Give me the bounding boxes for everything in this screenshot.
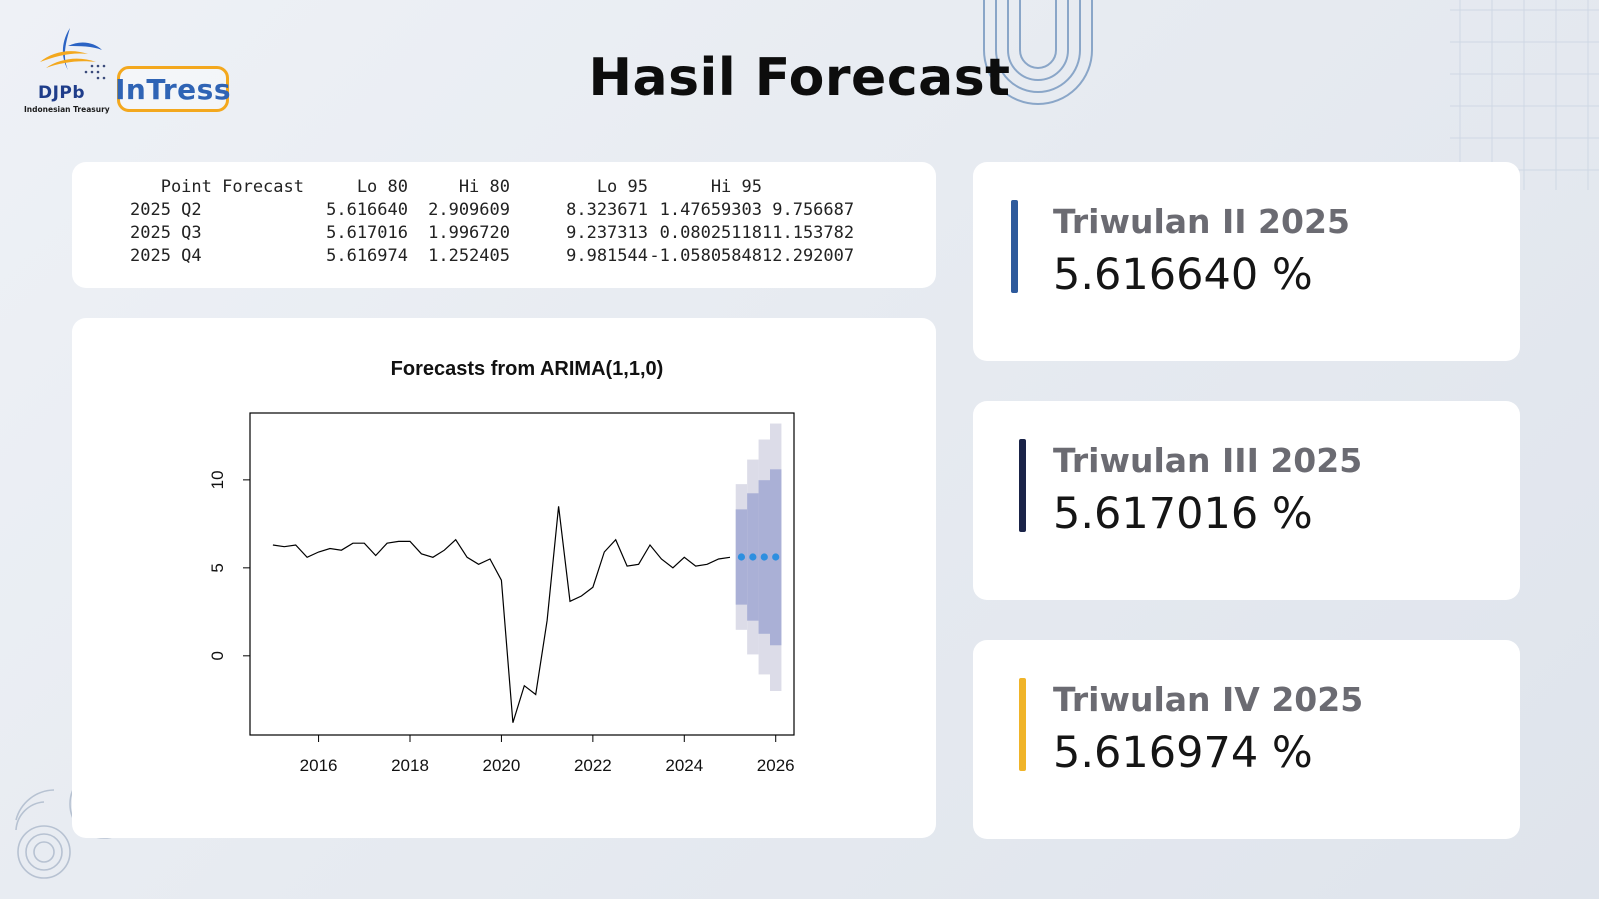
cell-hi80: 9.237313 (566, 223, 648, 243)
stat-card-q3: Triwulan III 2025 5.617016 % (973, 401, 1520, 600)
table-row: 2025 Q4 5.616974 1.252405 9.981544 -1.05… (130, 245, 854, 268)
djpb-logo-subtitle: Indonesian Treasury (24, 105, 110, 114)
forecast-table-card: Point Forecast Lo 80 Hi 80 Lo 95 Hi 95 2… (72, 162, 936, 288)
cell-hi95: 12.292007 (762, 246, 855, 266)
x-tick-label: 2026 (757, 756, 795, 775)
chart-title: Forecasts from ARIMA(1,1,0) (391, 358, 664, 380)
cell-point: 5.617016 (326, 223, 408, 243)
stat-value: 5.616974 % (1053, 728, 1313, 778)
historical-series-line (272, 506, 731, 723)
forecast-chart-card: Forecasts from ARIMA(1,1,0) 2016 2018 2020… (72, 318, 936, 838)
stat-card-q2: Triwulan II 2025 5.616640 % (973, 162, 1520, 361)
cell-lo80: 1.996720 (428, 223, 510, 243)
forecast-table: Point Forecast Lo 80 Hi 80 Lo 95 Hi 95 2… (130, 176, 854, 268)
x-tick-label: 2016 (300, 756, 338, 775)
forecast-point (772, 553, 780, 561)
x-tick-label: 2022 (574, 756, 612, 775)
column-header: Hi 80 (458, 177, 510, 197)
y-tick-label: 10 (208, 470, 227, 489)
row-period: 2025 Q4 (130, 246, 202, 266)
table-header-row: Point Forecast Lo 80 Hi 80 Lo 95 Hi 95 (130, 176, 854, 199)
stat-card-q4: Triwulan IV 2025 5.616974 % (973, 640, 1520, 839)
cell-point: 5.616974 (326, 246, 408, 266)
forecast-chart: Forecasts from ARIMA(1,1,0) 2016 2018 2020… (208, 358, 795, 775)
arch-decoration (983, 0, 1093, 105)
y-tick-label: 5 (208, 563, 227, 572)
row-period: 2025 Q3 (130, 223, 202, 243)
cell-hi80: 8.323671 (566, 200, 648, 220)
table-row: 2025 Q3 5.617016 1.996720 9.237313 0.080… (130, 222, 854, 245)
intress-logo: InTress (115, 66, 232, 112)
forecast-point (760, 553, 768, 561)
column-header: Lo 95 (596, 177, 648, 197)
cell-lo80: 2.909609 (428, 200, 510, 220)
cell-hi95: 11.153782 (762, 223, 855, 243)
stat-accent-bar (1019, 678, 1026, 771)
table-row: 2025 Q2 5.616640 2.909609 8.323671 1.476… (130, 199, 854, 222)
cell-lo95: 0.08025118 (659, 223, 762, 243)
intress-logo-text: InTress (115, 72, 232, 106)
stat-value: 5.617016 % (1053, 489, 1313, 539)
column-header: Hi 95 (710, 177, 762, 197)
djpb-logo-mark (40, 28, 106, 80)
x-tick-label: 2024 (665, 756, 703, 775)
page-title: Hasil Forecast (588, 48, 1011, 108)
stat-accent-bar (1011, 200, 1018, 293)
y-tick-label: 0 (208, 651, 227, 660)
grid-decoration (1450, 0, 1599, 190)
stat-label: Triwulan IV 2025 (1053, 680, 1364, 719)
stat-accent-bar (1019, 439, 1026, 532)
x-tick-label: 2020 (483, 756, 521, 775)
djpb-logo-text: DJPb (38, 83, 86, 103)
stat-value: 5.616640 % (1053, 250, 1313, 300)
forecast-point (737, 553, 746, 561)
cell-point: 5.616640 (326, 200, 408, 220)
cell-lo95: -1.05805848 (649, 246, 762, 266)
forecast-point (749, 553, 757, 561)
stat-label: Triwulan III 2025 (1053, 441, 1363, 480)
plot-frame (249, 412, 795, 736)
cell-hi80: 9.981544 (566, 246, 648, 266)
column-header: Point Forecast (160, 177, 304, 197)
row-period: 2025 Q2 (130, 200, 202, 220)
stat-label: Triwulan II 2025 (1053, 202, 1350, 241)
cell-hi95: 9.756687 (772, 200, 855, 220)
column-header: Lo 80 (356, 177, 408, 197)
x-tick-label: 2018 (391, 756, 429, 775)
cell-lo80: 1.252405 (428, 246, 510, 266)
chart-plot-area: 2016 2018 2020 2022 2024 2026 0 5 10 (208, 412, 795, 775)
logo: DJPb Indonesian Treasury InTress (24, 26, 234, 122)
cell-lo95: 1.47659303 (659, 200, 762, 220)
